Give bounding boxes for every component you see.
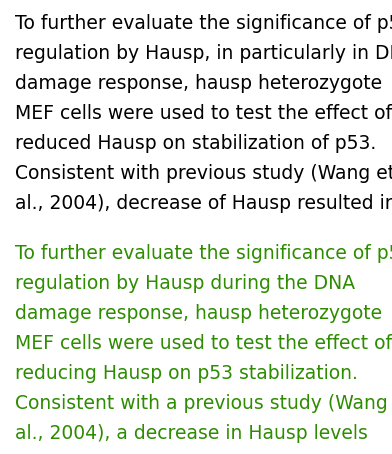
Text: regulation by Hausp during the DNA: regulation by Hausp during the DNA (15, 274, 355, 293)
Text: damage response, hausp heterozygote: damage response, hausp heterozygote (15, 304, 382, 323)
Text: Consistent with a previous study (Wang et: Consistent with a previous study (Wang e… (15, 394, 392, 413)
Text: al., 2004), decrease of Hausp resulted in: al., 2004), decrease of Hausp resulted i… (15, 194, 392, 213)
Text: regulation by Hausp, in particularly in DNA: regulation by Hausp, in particularly in … (15, 44, 392, 63)
Text: reduced Hausp on stabilization of p53.: reduced Hausp on stabilization of p53. (15, 134, 376, 153)
Text: Consistent with previous study (Wang et: Consistent with previous study (Wang et (15, 164, 392, 183)
Text: MEF cells were used to test the effect of: MEF cells were used to test the effect o… (15, 334, 392, 353)
Text: damage response, hausp heterozygote: damage response, hausp heterozygote (15, 74, 382, 93)
Text: To further evaluate the significance of p53: To further evaluate the significance of … (15, 14, 392, 33)
Text: MEF cells were used to test the effect of: MEF cells were used to test the effect o… (15, 104, 392, 123)
Text: al., 2004), a decrease in Hausp levels: al., 2004), a decrease in Hausp levels (15, 424, 368, 443)
Text: To further evaluate the significance of p53: To further evaluate the significance of … (15, 244, 392, 263)
Text: reducing Hausp on p53 stabilization.: reducing Hausp on p53 stabilization. (15, 364, 358, 383)
